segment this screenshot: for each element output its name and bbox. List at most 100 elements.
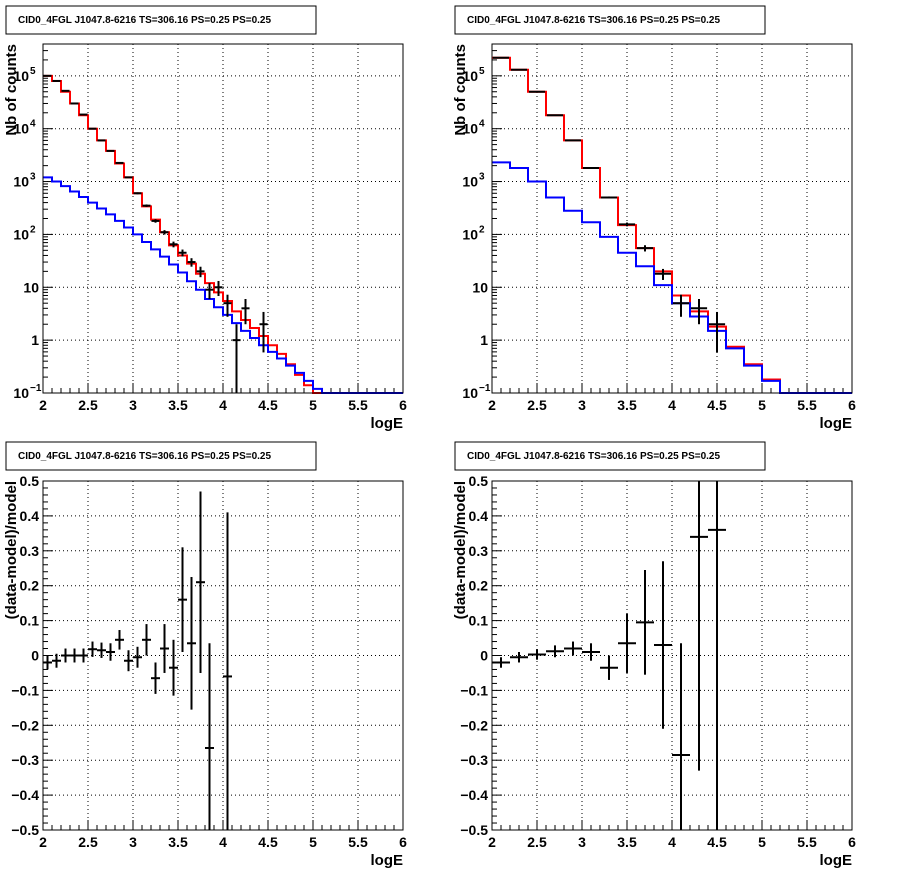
data-point [115, 162, 123, 163]
y-tick-label: 0 [480, 648, 488, 664]
data-point [196, 267, 204, 277]
x-tick-label: 4.5 [258, 834, 278, 850]
x-tick-label: 2.5 [78, 834, 98, 850]
residual-point [115, 630, 124, 650]
residual-point [564, 642, 582, 656]
x-tick-label: 3 [129, 834, 137, 850]
y-tick-label: 0.5 [469, 473, 489, 489]
y-tick-label: −0.4 [11, 787, 39, 803]
x-tick-label: 3.5 [617, 397, 637, 413]
data-point [106, 151, 114, 152]
residual-point [672, 643, 690, 830]
residual-point [70, 649, 79, 663]
grid [43, 481, 403, 830]
y-tick-label: −0.4 [460, 787, 488, 803]
residual-point [654, 561, 672, 729]
y-tick-label: −0.3 [460, 752, 488, 768]
y-tick-label: −0.5 [11, 822, 39, 838]
data-point [223, 295, 231, 317]
chart-title: CID0_4FGL J1047.8-6216 TS=306.16 PS=0.25… [467, 15, 720, 26]
residual-point [582, 643, 600, 660]
x-tick-label: 5.5 [348, 397, 368, 413]
data-point [97, 140, 105, 141]
x-tick-label: 2 [39, 834, 47, 850]
chart-title: CID0_4FGL J1047.8-6216 TS=306.16 PS=0.25… [18, 451, 271, 462]
x-tick-label: 5 [758, 397, 766, 413]
y-tick-label: 0.2 [469, 578, 489, 594]
chart-title: CID0_4FGL J1047.8-6216 TS=306.16 PS=0.25… [467, 451, 720, 462]
residual-point [106, 643, 115, 660]
y-tick-exponent: 2 [479, 224, 485, 235]
residual-point [510, 652, 528, 662]
residual-point [43, 656, 52, 670]
x-axis-title: logE [371, 415, 404, 432]
x-axis-title: logE [820, 415, 853, 432]
y-axis-title: Nb of counts [3, 44, 20, 136]
y-tick-label: 10 [13, 174, 29, 190]
x-tick-label: 4 [668, 834, 676, 850]
y-tick-exponent: −1 [30, 383, 42, 394]
data-point [124, 177, 132, 178]
residual-point [124, 650, 133, 671]
data-point [601, 196, 617, 198]
y-tick-label: 0 [31, 648, 39, 664]
x-tick-label: 4 [668, 397, 676, 413]
y-tick-label: −0.5 [460, 822, 488, 838]
x-tick-label: 5.5 [797, 834, 817, 850]
x-tick-label: 6 [399, 834, 407, 850]
y-tick-label: 1 [480, 332, 488, 348]
y-tick-label: 0.2 [20, 578, 40, 594]
data-point [232, 324, 240, 393]
x-tick-label: 2.5 [527, 834, 547, 850]
y-tick-label: −0.2 [11, 717, 39, 733]
chart-title: CID0_4FGL J1047.8-6216 TS=306.16 PS=0.25… [18, 15, 271, 26]
x-tick-label: 3.5 [168, 397, 188, 413]
x-tick-label: 4 [219, 397, 227, 413]
y-tick-label: 10 [462, 226, 478, 242]
x-tick-label: 3.5 [168, 834, 188, 850]
x-tick-label: 5 [758, 834, 766, 850]
residual-point [492, 657, 510, 667]
data-point [709, 312, 725, 352]
x-tick-label: 3 [578, 397, 586, 413]
chart-panel-bottom-left: CID0_4FGL J1047.8-6216 TS=306.16 PS=0.25… [3, 442, 407, 869]
x-tick-label: 2 [39, 397, 47, 413]
y-tick-label: 0.4 [20, 508, 40, 524]
residual-point [205, 643, 214, 830]
x-tick-label: 5.5 [797, 397, 817, 413]
y-tick-label: 0.3 [469, 543, 489, 559]
residual-point [196, 491, 205, 672]
residual-point [133, 647, 142, 668]
y-tick-label: 0.5 [20, 473, 40, 489]
residual-point [223, 512, 232, 830]
y-axis-title: (data-model)/model [3, 481, 20, 619]
data-point [169, 242, 177, 248]
residual-point [636, 570, 654, 675]
data-point [583, 168, 599, 169]
x-tick-label: 4.5 [707, 834, 727, 850]
y-tick-label: 1 [31, 332, 39, 348]
y-tick-label: 0.1 [469, 613, 489, 629]
y-tick-exponent: 5 [30, 66, 36, 77]
y-tick-exponent: 4 [479, 119, 485, 130]
residual-point [187, 577, 196, 710]
data-point [673, 295, 689, 317]
y-tick-label: 10 [13, 385, 29, 401]
residual-point [618, 614, 636, 673]
residual-point [600, 656, 618, 680]
x-tick-label: 4.5 [258, 397, 278, 413]
data-point [637, 245, 653, 251]
x-tick-label: 6 [399, 397, 407, 413]
x-tick-label: 5 [309, 834, 317, 850]
data-point [160, 230, 168, 234]
y-tick-exponent: −1 [479, 383, 491, 394]
data-point [214, 281, 222, 296]
chart-panel-top-right: CID0_4FGL J1047.8-6216 TS=306.16 PS=0.25… [452, 6, 856, 432]
data-point [565, 140, 581, 141]
y-tick-exponent: 3 [479, 172, 485, 183]
y-tick-label: −0.1 [11, 682, 39, 698]
residual-point [97, 643, 106, 658]
y-tick-exponent: 3 [30, 172, 36, 183]
